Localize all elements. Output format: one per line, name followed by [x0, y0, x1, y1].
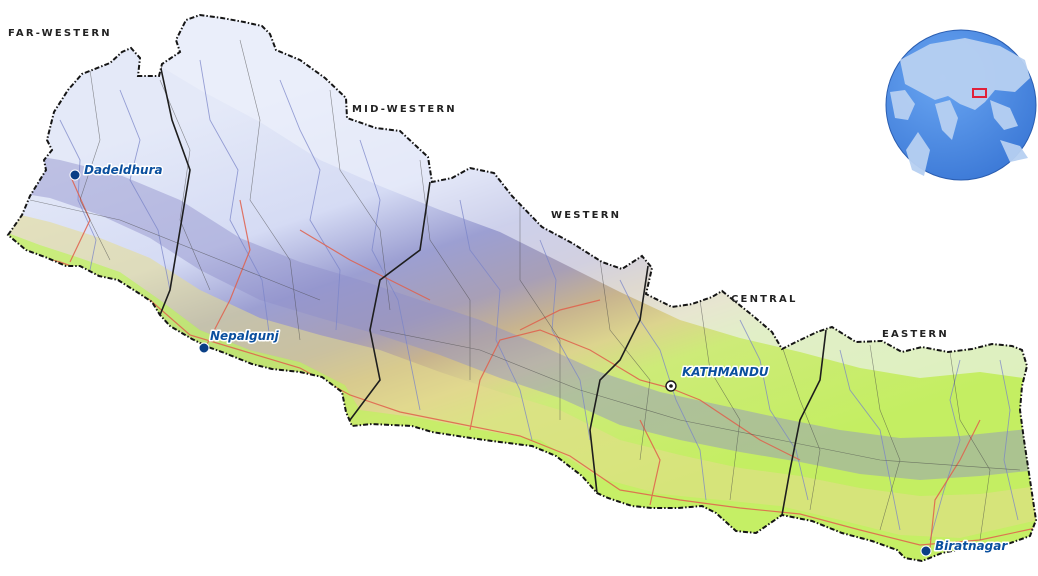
- city-biratnagar[interactable]: Biratnagar: [920, 538, 1010, 557]
- globe-inset: [883, 27, 1038, 183]
- city-label-nepalgunj: Nepalgunj: [210, 329, 280, 343]
- boundary-far-mid-western: [159, 63, 191, 316]
- region-label-far-western: FAR-WESTERN: [8, 28, 112, 39]
- city-dadeldhura[interactable]: Dadeldhura: [69, 162, 164, 181]
- boundary-mid-western-western: [349, 181, 431, 421]
- region-label-western: WESTERN: [551, 210, 621, 221]
- city-markers: Dadeldhura Nepalgunj KATHMANDU Biratnaga…: [69, 162, 1010, 557]
- city-label-biratnagar: Biratnagar: [935, 539, 1008, 553]
- city-label-kathmandu: KATHMANDU: [682, 365, 769, 379]
- location-highlight-icon: [972, 88, 987, 98]
- river-network: [59, 59, 1019, 541]
- capital-marker-dot: [669, 384, 673, 388]
- boundary-central-eastern: [781, 329, 827, 516]
- boundary-western-central: [589, 265, 649, 494]
- national-border: [6, 13, 1038, 563]
- town-marker-icon: [69, 169, 81, 181]
- city-kathmandu[interactable]: KATHMANDU: [665, 364, 770, 392]
- region-label-eastern: EASTERN: [882, 329, 949, 340]
- city-nepalgunj[interactable]: Nepalgunj: [198, 328, 281, 354]
- region-boundaries: [159, 63, 827, 516]
- city-label-dadeldhura: Dadeldhura: [84, 163, 163, 177]
- town-marker-icon: [920, 545, 932, 557]
- region-label-mid-western: MID-WESTERN: [352, 104, 457, 115]
- mountain-band: [8, 150, 1036, 480]
- globe-landmasses: [890, 38, 1030, 176]
- region-labels: FAR-WESTERN MID-WESTERN WESTERN CENTRAL …: [8, 28, 949, 340]
- district-boundaries: [29, 39, 1021, 541]
- region-label-central: CENTRAL: [731, 294, 798, 305]
- town-marker-icon: [198, 342, 210, 354]
